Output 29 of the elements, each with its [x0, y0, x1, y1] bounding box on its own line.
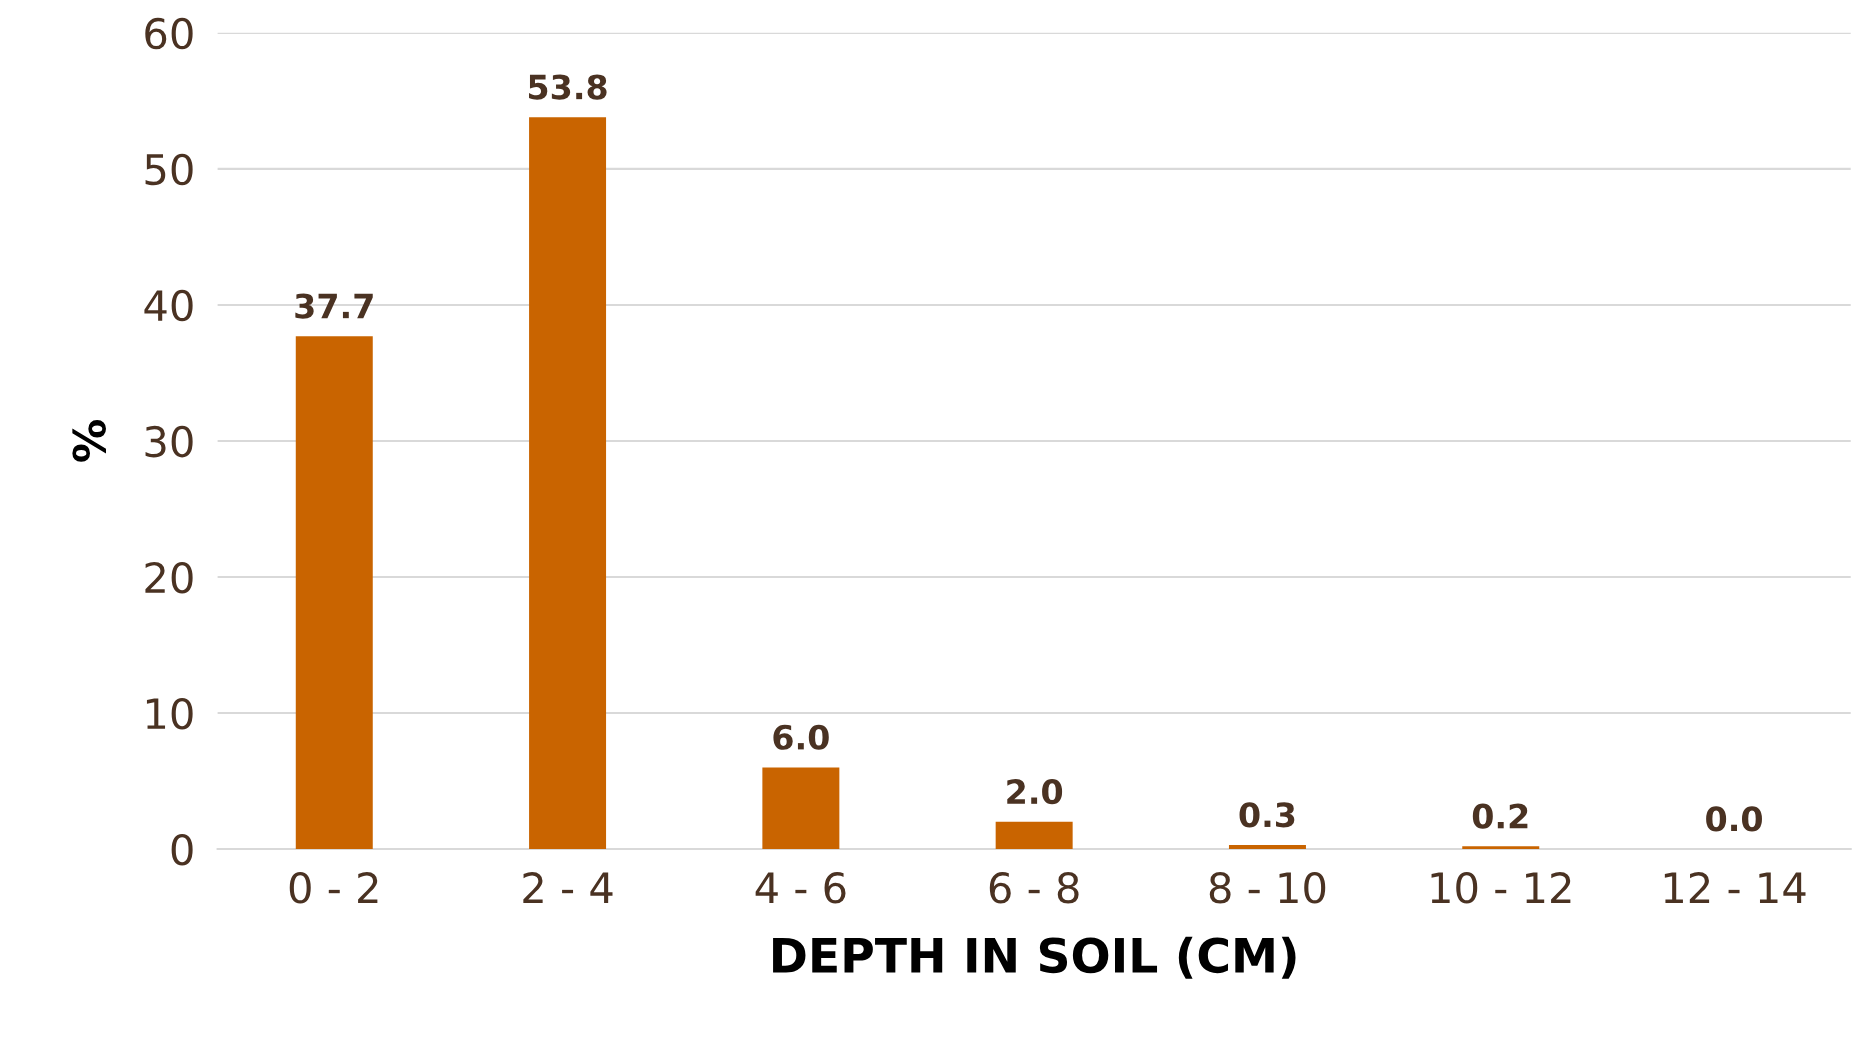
x-tick-label: 0 - 2	[289, 872, 378, 904]
bar	[1228, 844, 1306, 850]
y-axis-title: %	[72, 420, 106, 462]
y-tick-label: 40	[144, 289, 193, 322]
y-tick-label: 20	[145, 561, 193, 594]
x-tick-label: 6 - 8	[989, 872, 1079, 904]
y-tick-label: 60	[145, 17, 193, 50]
x-axis-title: DEPTH IN SOIL (CM)	[773, 936, 1296, 979]
data-label: 53.8	[529, 74, 607, 100]
data-label: 0.0	[1706, 806, 1762, 832]
bar	[295, 336, 373, 850]
bar	[529, 117, 607, 850]
y-tick-label: 50	[145, 153, 193, 186]
x-tick-label: 2 - 4	[523, 872, 613, 903]
x-tick-label: 8 - 10	[1209, 872, 1326, 904]
y-tick-label: 0	[171, 833, 193, 866]
x-tick-label: 10 - 12	[1431, 872, 1571, 904]
bar	[995, 821, 1073, 850]
data-label: 0.3	[1239, 802, 1295, 828]
data-label: 37.7	[295, 293, 373, 319]
data-label: 0.2	[1472, 803, 1528, 829]
data-label: 2.0	[1007, 779, 1063, 805]
x-tick-label: 12 - 14	[1664, 872, 1806, 903]
bar	[1462, 846, 1540, 850]
y-tick-label: 30	[145, 425, 193, 458]
bar	[762, 767, 840, 850]
y-tick-label: 10	[146, 697, 193, 730]
x-tick-label: 4 - 6	[755, 872, 846, 904]
data-label: 6.0	[773, 724, 829, 750]
